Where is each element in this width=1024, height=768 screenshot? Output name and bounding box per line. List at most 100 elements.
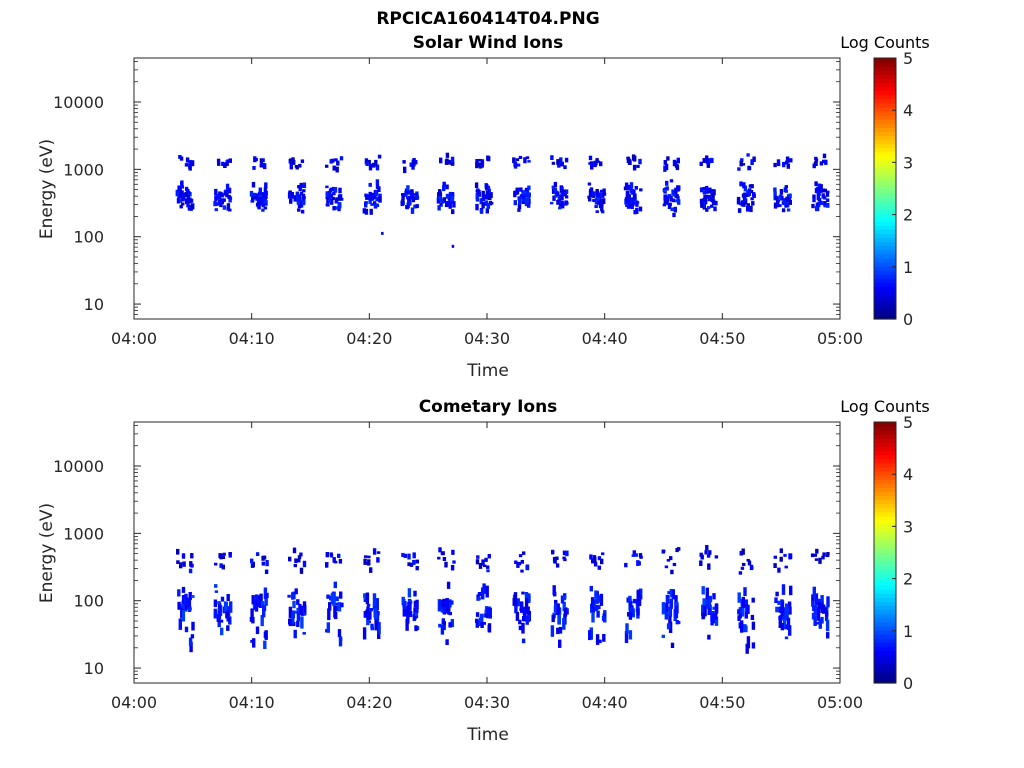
data-cell — [750, 197, 754, 201]
data-cell — [743, 587, 747, 597]
data-cell — [326, 594, 330, 599]
data-cell — [704, 194, 708, 199]
data-cell — [216, 193, 220, 200]
data-cell — [228, 197, 232, 203]
colorbar-segment — [874, 298, 896, 304]
data-cell — [181, 609, 186, 622]
colorbar-segment — [874, 314, 896, 320]
data-cell — [525, 615, 529, 625]
data-cell — [477, 592, 482, 597]
data-cell — [625, 203, 629, 207]
data-cell — [785, 609, 789, 621]
data-cell — [739, 160, 743, 167]
data-cell — [175, 189, 179, 197]
data-cell — [401, 596, 405, 606]
data-cell — [661, 549, 665, 554]
data-cell — [593, 556, 597, 564]
data-cell — [788, 200, 792, 205]
cometary-ylabel: Energy (eV) — [37, 503, 57, 603]
cometary-xlabel: Time — [466, 725, 509, 745]
x-tick-label: 04:20 — [346, 693, 392, 712]
data-cell — [440, 552, 445, 556]
data-cell — [676, 185, 680, 192]
x-tick-label: 04:50 — [699, 329, 745, 348]
data-cell — [774, 195, 779, 201]
data-cell — [292, 547, 297, 554]
data-cell — [751, 597, 755, 603]
data-cell — [299, 191, 304, 196]
data-cell — [289, 192, 293, 196]
data-cell — [778, 616, 782, 628]
data-cell — [255, 626, 260, 635]
data-cell — [515, 188, 520, 195]
data-cell — [826, 596, 830, 608]
data-cell — [714, 555, 719, 559]
data-cell — [521, 197, 526, 202]
data-cell — [179, 562, 183, 569]
data-cell — [632, 550, 636, 555]
data-cell — [624, 198, 628, 205]
data-cell — [663, 194, 667, 201]
data-cell — [706, 162, 710, 168]
data-cell — [187, 206, 192, 211]
data-cell — [217, 200, 222, 205]
data-cell — [288, 159, 292, 164]
data-cell — [595, 634, 600, 645]
data-cell — [181, 595, 186, 603]
data-cell — [477, 597, 481, 601]
data-cell — [297, 195, 302, 201]
data-cell — [302, 632, 306, 635]
data-cell — [485, 184, 489, 191]
data-cell — [181, 195, 185, 202]
data-cell — [260, 601, 265, 608]
data-cell — [629, 188, 633, 193]
data-cell — [526, 606, 530, 615]
data-cell — [216, 158, 221, 164]
data-cell — [662, 188, 666, 193]
colorbar-segment — [874, 605, 896, 611]
colorbar-segment — [874, 249, 896, 255]
data-cell — [265, 560, 269, 567]
data-cell — [367, 196, 372, 200]
colorbar-segment — [874, 662, 896, 668]
data-cell — [551, 187, 556, 194]
data-cell — [739, 550, 743, 556]
data-cell — [669, 179, 674, 183]
data-cell — [257, 198, 261, 205]
data-cell — [188, 637, 193, 646]
data-cell — [177, 185, 181, 192]
data-cell — [289, 158, 293, 161]
data-cell — [448, 204, 452, 209]
data-cell — [593, 160, 597, 168]
data-cell — [667, 202, 672, 209]
colorbar-segment — [874, 617, 896, 623]
data-cell — [746, 559, 750, 562]
data-cell — [219, 553, 223, 560]
data-cell — [297, 555, 302, 560]
data-cell — [591, 606, 595, 613]
data-cell — [227, 187, 232, 194]
data-cell — [226, 206, 230, 211]
data-cell — [263, 192, 267, 198]
colorbar-segment — [874, 670, 896, 676]
data-cell — [708, 604, 712, 614]
isolated-data-point — [381, 231, 384, 235]
data-cell — [669, 589, 673, 598]
data-cell — [475, 612, 480, 617]
data-cell — [825, 198, 830, 202]
data-cell — [559, 203, 564, 207]
data-cell — [227, 194, 231, 200]
colorbar-segment — [874, 278, 896, 283]
data-cell — [297, 203, 302, 209]
data-cell — [632, 189, 636, 195]
data-cell — [452, 560, 456, 564]
colorbar-segment — [874, 499, 896, 505]
data-cell — [813, 553, 818, 557]
data-cell — [773, 162, 777, 168]
data-cell — [707, 194, 711, 202]
data-cell — [375, 197, 379, 202]
data-cell — [329, 554, 334, 558]
data-cell — [664, 163, 669, 171]
y-tick-label: 10000 — [53, 93, 104, 112]
data-cell — [263, 187, 268, 194]
